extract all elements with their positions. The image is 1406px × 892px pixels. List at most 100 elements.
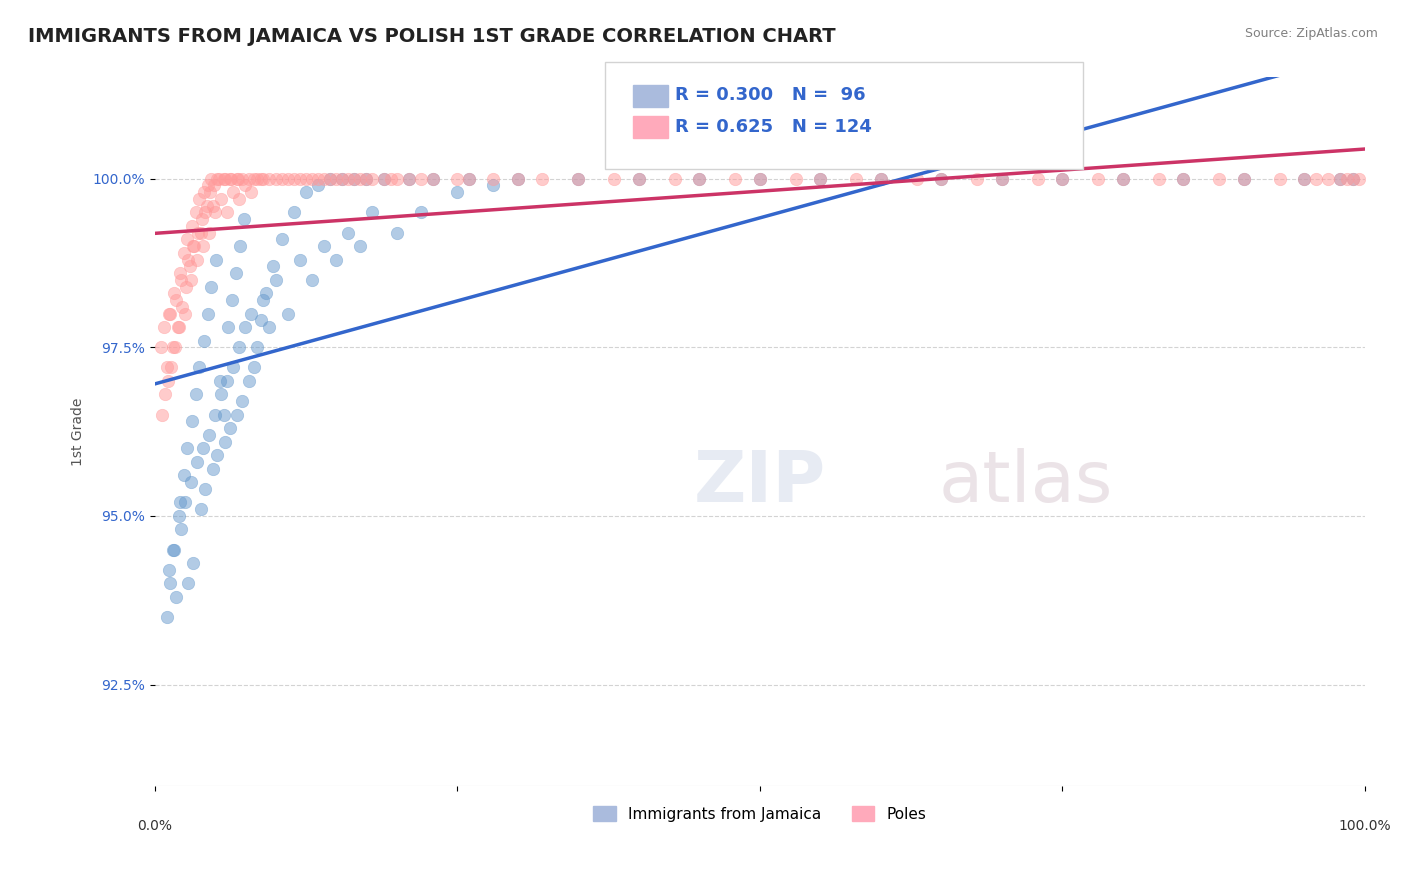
Point [240,306,263,320]
Point [228,192,250,206]
Point [1329,171,1351,186]
Point [330,171,353,186]
Point [1026,171,1049,186]
Point [226,171,249,186]
Point [869,171,891,186]
Point [209,387,232,401]
Point [530,171,553,186]
Point [929,171,952,186]
Point [356,171,378,186]
Point [187,226,209,240]
Point [312,171,335,186]
Point [325,171,347,186]
Point [482,171,505,186]
Point [929,171,952,186]
Point [219,171,242,186]
Point [312,239,335,253]
Point [259,171,281,186]
Point [270,171,292,186]
Point [176,442,198,456]
Point [180,475,202,490]
Point [343,171,366,186]
Point [149,340,172,354]
Y-axis label: 1st Grade: 1st Grade [72,397,86,466]
Point [1268,171,1291,186]
Point [301,171,323,186]
Point [506,171,529,186]
Point [785,171,807,186]
Point [409,171,432,186]
Point [194,482,217,496]
Point [212,408,235,422]
Point [200,279,222,293]
Point [188,192,211,206]
Point [214,171,236,186]
Point [1111,171,1133,186]
Point [160,360,183,375]
Point [186,455,208,469]
Point [183,239,205,253]
Point [170,273,193,287]
Point [1233,171,1256,186]
Point [167,320,190,334]
Point [349,171,371,186]
Point [307,178,329,193]
Point [190,502,212,516]
Point [229,239,252,253]
Point [567,171,589,186]
Point [380,171,402,186]
Point [184,205,207,219]
Point [165,590,187,604]
Point [1336,171,1358,186]
Point [808,171,831,186]
Point [167,508,190,523]
Point [201,461,224,475]
Point [1329,171,1351,186]
Point [1147,171,1170,186]
Point [225,266,247,280]
Text: ZIP: ZIP [693,448,825,516]
Point [1347,171,1369,186]
Text: R = 0.625   N = 124: R = 0.625 N = 124 [675,118,872,136]
Point [181,414,204,428]
Point [174,279,197,293]
Point [155,387,177,401]
Point [283,171,305,186]
Point [217,374,239,388]
Point [240,185,263,199]
Point [1050,171,1073,186]
Point [208,374,231,388]
Point [173,495,195,509]
Point [373,171,395,186]
Point [869,171,891,186]
Point [165,293,187,307]
Point [688,171,710,186]
Point [1341,171,1364,186]
Point [190,226,212,240]
Point [319,171,342,186]
Text: Source: ZipAtlas.com: Source: ZipAtlas.com [1244,27,1378,40]
Point [173,306,195,320]
Text: R = 0.300   N =  96: R = 0.300 N = 96 [675,87,866,104]
Point [307,171,329,186]
Point [446,171,468,186]
Point [218,421,240,435]
Point [748,171,770,186]
Point [217,320,239,334]
Point [409,205,432,219]
Point [200,185,222,199]
Point [150,408,173,422]
Point [264,171,287,186]
Point [179,260,201,274]
Point [246,340,269,354]
Point [197,306,219,320]
Point [238,374,260,388]
Point [349,239,371,253]
Point [288,171,311,186]
Point [250,313,273,327]
Point [1173,171,1195,186]
Point [1050,171,1073,186]
Text: 0.0%: 0.0% [136,820,172,833]
Point [166,320,188,334]
Point [254,286,277,301]
